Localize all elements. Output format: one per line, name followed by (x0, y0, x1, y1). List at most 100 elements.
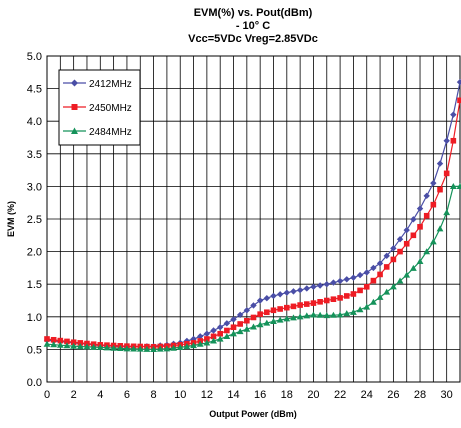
data-point (63, 342, 71, 349)
data-point (170, 344, 177, 351)
data-point (64, 338, 70, 345)
data-point (163, 345, 171, 352)
data-point (330, 279, 337, 286)
data-point (317, 299, 323, 305)
data-point (223, 332, 231, 339)
data-point (290, 314, 297, 321)
data-point (143, 345, 151, 352)
data-point (150, 346, 157, 352)
data-point (323, 297, 330, 304)
data-point (43, 340, 51, 347)
data-point (250, 314, 257, 321)
data-point (389, 283, 397, 290)
y-tick-label: 2.5 (27, 214, 42, 226)
data-point (130, 345, 137, 352)
y-tick-label: 3.5 (27, 149, 42, 161)
data-point (357, 287, 363, 294)
data-point (156, 345, 164, 352)
data-point (390, 256, 397, 263)
data-point (110, 344, 118, 351)
data-point (416, 205, 424, 212)
data-point (230, 330, 237, 337)
legend-item-2450: 2450MHz (63, 103, 132, 114)
y-tick-label: 4.0 (27, 116, 42, 128)
data-point (363, 303, 371, 310)
x-tick-label: 14 (227, 389, 239, 401)
chart-subtitle-2: Vcc=5VDc Vreg=2.85VDc (188, 33, 318, 45)
y-tick-label: 1.5 (27, 279, 42, 291)
data-point (230, 324, 237, 331)
data-point (216, 324, 224, 331)
data-point (56, 341, 64, 348)
chart-subtitle-1: - 10° C (236, 20, 270, 32)
data-point (264, 309, 270, 316)
data-point (343, 310, 351, 317)
data-point (437, 186, 443, 193)
data-point (263, 295, 271, 302)
data-point (376, 260, 384, 267)
data-point (376, 293, 384, 300)
data-point (283, 289, 291, 296)
data-point (270, 317, 277, 324)
data-point (363, 284, 370, 290)
data-point (296, 286, 304, 294)
data-point (316, 311, 324, 318)
legend-item-2412: 2412MHz (63, 79, 132, 90)
data-point (323, 312, 331, 319)
data-point (223, 320, 231, 327)
data-point (256, 297, 264, 304)
legend-label-2450: 2450MHz (89, 103, 132, 114)
legend: 2412MHz 2450MHz 2484MHz (58, 69, 141, 146)
legend-label-2412: 2412MHz (89, 79, 132, 90)
x-tick-label: 28 (414, 389, 426, 401)
data-point (290, 303, 297, 310)
data-point (423, 248, 431, 255)
data-point (370, 264, 377, 272)
data-point (396, 236, 404, 243)
data-point (410, 216, 417, 223)
data-point (343, 293, 350, 299)
data-point (350, 308, 357, 315)
data-point (297, 302, 303, 308)
legend-marker-2412 (71, 79, 78, 87)
data-point (237, 321, 243, 327)
data-point (270, 292, 277, 300)
data-point (383, 264, 390, 270)
data-point (356, 306, 364, 313)
data-point (343, 276, 350, 283)
data-point (303, 285, 310, 292)
data-point (370, 277, 377, 284)
data-point (136, 345, 144, 352)
y-tick-labels: 0.0 0.5 1.0 1.5 2.0 2.5 3.0 3.5 4.0 4.5 5.0 (27, 51, 42, 389)
data-point (409, 264, 417, 271)
data-point (216, 335, 224, 342)
data-point (383, 288, 391, 295)
chart-title: EVM(%) vs. Pout(dBm) (194, 7, 313, 19)
data-point (403, 226, 410, 234)
data-point (77, 340, 84, 346)
data-point (203, 339, 211, 346)
data-point (450, 137, 457, 144)
data-point (176, 344, 184, 351)
data-point (456, 183, 461, 189)
y-axis-label: EVM (%) (6, 201, 16, 237)
data-point (57, 337, 64, 344)
x-tick-labels: 0 2 4 6 8 10 12 14 16 18 20 22 24 26 28 30 (44, 389, 453, 401)
data-point (323, 281, 330, 288)
data-point (263, 319, 271, 326)
y-tick-label: 3.0 (27, 181, 42, 193)
data-point (310, 300, 317, 306)
legend-marker-2450 (71, 104, 78, 110)
data-point (190, 342, 197, 349)
data-point (83, 343, 91, 350)
data-point (296, 313, 304, 320)
data-point (284, 304, 290, 311)
data-point (236, 328, 244, 335)
data-point (244, 317, 250, 324)
data-point (217, 330, 223, 337)
data-point (383, 252, 390, 260)
data-point (250, 323, 257, 330)
x-tick-label: 4 (97, 389, 103, 401)
data-point (449, 183, 457, 189)
